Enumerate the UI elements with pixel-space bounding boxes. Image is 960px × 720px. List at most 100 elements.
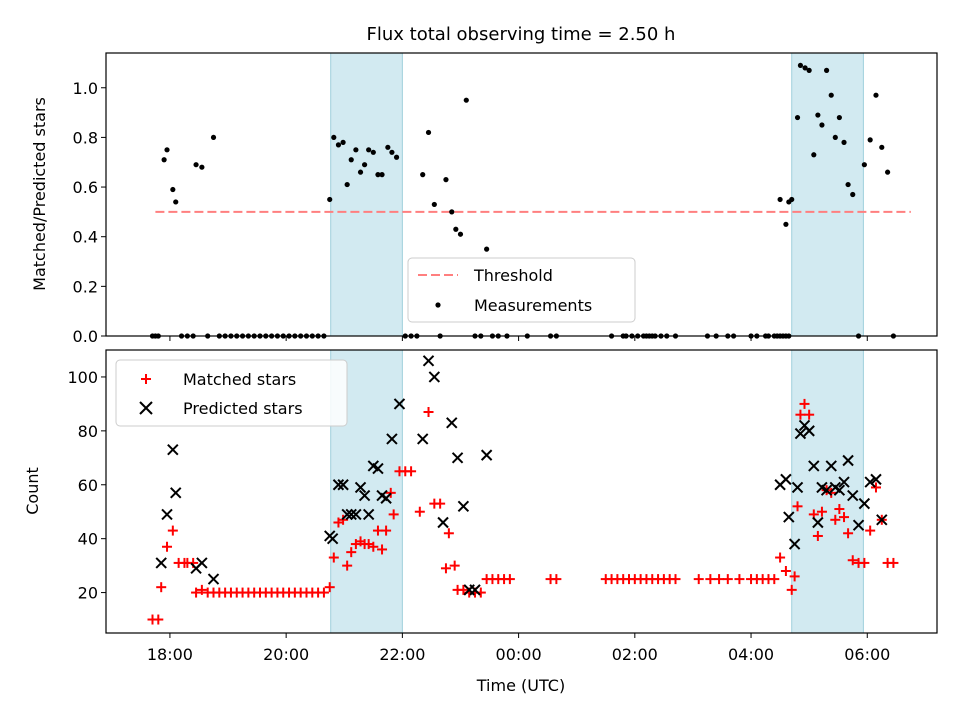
matched-star-point	[799, 398, 810, 409]
predicted-star-point	[847, 489, 859, 502]
legend-measurements-label: Measurements	[474, 296, 592, 315]
matched-star-point	[435, 498, 446, 509]
matched-star-point	[377, 544, 388, 555]
legend-predicted-label: Predicted stars	[183, 399, 303, 418]
predicted-star-point	[808, 460, 820, 472]
matched-star-point	[167, 525, 178, 536]
measurement-point	[823, 67, 830, 73]
matched-star-point	[792, 501, 803, 512]
predicted-star-point	[337, 479, 349, 491]
plot-frame	[105, 349, 938, 634]
measurement-point	[828, 92, 834, 98]
predicted-star-point	[332, 479, 345, 491]
top-y-axis-label: Matched/Predicted stars	[30, 97, 49, 291]
predicted-star-point	[161, 508, 173, 521]
predicted-star-point	[350, 508, 362, 521]
y-tick-label: 0.0	[73, 327, 98, 346]
y-tick-label: 0.6	[73, 178, 98, 197]
matched-star-point	[722, 574, 733, 585]
x-tick-label: 22:00	[379, 645, 425, 664]
x-axis-label: Time (UTC)	[476, 676, 565, 695]
predicted-star-point	[437, 516, 449, 529]
measurement-point	[393, 154, 400, 160]
predicted-star-point	[842, 454, 854, 467]
predicted-star-point	[825, 460, 837, 472]
measurement-point	[443, 177, 449, 183]
legend-threshold-label: Threshold	[473, 266, 553, 285]
predicted-star-point	[480, 449, 493, 461]
y-tick-label: 40	[78, 530, 98, 549]
measurement-point	[836, 114, 842, 121]
measurement-point	[777, 196, 783, 203]
predicted-star-point	[852, 519, 865, 531]
measurement-point	[463, 97, 469, 103]
legend-top: Threshold Measurements	[407, 257, 636, 323]
predicted-star-point	[457, 500, 470, 513]
matched-star-point	[812, 530, 823, 541]
measurement-point	[389, 149, 395, 155]
matched-star-point	[775, 552, 786, 563]
measurement-point	[453, 226, 459, 232]
predicted-star-point	[196, 557, 208, 569]
measurement-point	[789, 196, 795, 203]
predicted-star-point	[446, 417, 458, 429]
predicted-star-point	[876, 514, 888, 526]
matched-star-point	[786, 584, 797, 595]
matched-star-point	[795, 409, 806, 420]
y-tick-label: 20	[78, 584, 98, 603]
matched-star-point	[440, 563, 451, 574]
measurement-point	[832, 134, 838, 141]
matched-star-point	[888, 557, 899, 568]
predicted-star-point	[341, 508, 353, 521]
y-tick-label: 80	[78, 422, 98, 441]
predicted-star-point	[170, 487, 182, 499]
measurement-point	[806, 67, 812, 73]
measurement-point	[797, 62, 804, 69]
measurement-point	[170, 186, 176, 193]
legend-box	[407, 257, 636, 323]
matched-star-point	[834, 504, 845, 515]
measurement-point	[375, 172, 381, 178]
plot-frame	[105, 52, 938, 337]
matched-star-point	[385, 487, 396, 498]
matched-star-point	[406, 466, 417, 477]
observing-window-band	[330, 52, 403, 337]
matched-star-point	[843, 528, 854, 539]
x-tick-label: 18:00	[147, 645, 193, 664]
predicted-star-point	[451, 452, 464, 464]
predicted-star-point	[870, 473, 882, 486]
matched-star-point	[328, 552, 339, 563]
measurement-point	[841, 139, 847, 145]
matched-star-point	[381, 525, 392, 536]
matched-star-point	[504, 574, 515, 585]
matched-star-point	[388, 509, 399, 520]
matched-star-point	[443, 528, 454, 539]
predicted-star-point	[354, 481, 367, 494]
matched-star-point	[670, 574, 681, 585]
top-panel: 0.0 0.2 0.4 0.6 0.8 1.0 Threshold Measurements	[73, 52, 938, 346]
predicted-star-point	[155, 557, 167, 569]
matched-star-point	[324, 582, 335, 593]
measurement-point	[173, 199, 179, 205]
measurement-point	[161, 157, 167, 163]
matched-star-point	[551, 574, 562, 585]
matched-star-point	[346, 547, 357, 558]
measurement-point	[794, 114, 801, 121]
measurement-point	[420, 172, 426, 178]
measurement-point	[327, 196, 333, 203]
matched-star-point	[789, 571, 800, 582]
measurement-point	[366, 147, 372, 153]
matched-star-point	[153, 614, 164, 625]
predicted-star-point	[780, 473, 792, 486]
matched-star-point	[816, 506, 827, 517]
predicted-star-point	[326, 532, 339, 545]
predicted-star-point	[386, 433, 398, 445]
predicted-star-point	[838, 476, 850, 488]
matched-star-point	[839, 512, 850, 523]
predicted-star-point	[788, 538, 801, 550]
matched-star-point	[414, 506, 425, 517]
measurement-point	[811, 152, 817, 158]
measurement-point	[879, 144, 885, 150]
matched-star-point	[449, 560, 460, 571]
